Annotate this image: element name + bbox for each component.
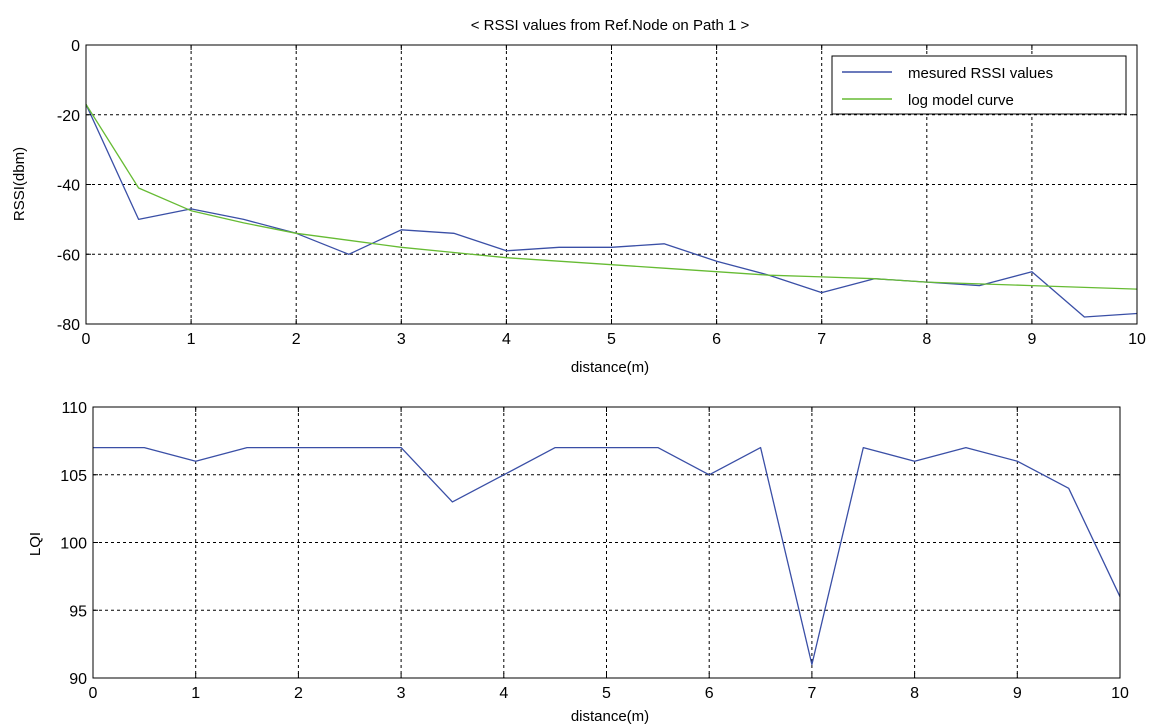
lqi-y-axis-label: LQI [27,532,44,556]
rssi-x-tick-label: 2 [292,331,301,348]
rssi-y-tick-label: -40 [57,178,80,195]
rssi-y-tick-label: -80 [57,317,80,334]
rssi-x-tick-label: 6 [712,331,721,348]
lqi-y-tick-label: 105 [60,468,87,485]
lqi-x-tick-label: 9 [1013,685,1022,702]
rssi-chart-title: < RSSI values from Ref.Node on Path 1 > [471,17,750,34]
rssi-y-tick-label: 0 [71,38,80,55]
lqi-x-tick-label: 7 [807,685,816,702]
rssi-series-line-0 [85,104,1138,318]
rssi-y-tick-label: -20 [57,108,80,125]
rssi-x-tick-label: 4 [502,331,511,348]
lqi-y-tick-label: 90 [69,671,87,688]
lqi-x-tick-label: 5 [602,685,611,702]
lqi-x-tick-label: 8 [910,685,919,702]
lqi-x-tick-label: 0 [89,685,98,702]
lqi-chart: 0 1 2 3 4 5 6 7 8 9 10 110 105 100 95 90 [60,400,1129,702]
rssi-legend: mesured RSSI values log model curve [831,55,1127,115]
lqi-y-tick-label: 100 [60,536,87,553]
lqi-y-tick-label: 110 [61,400,87,417]
legend-label-model: log model curve [908,92,1014,109]
legend-label-measured: mesured RSSI values [908,65,1053,82]
lqi-x-tick-label: 4 [499,685,508,702]
rssi-x-tick-label: 1 [187,331,196,348]
lqi-x-tick-label: 1 [191,685,200,702]
rssi-series-line-1 [85,103,1138,290]
lqi-y-tick-label: 95 [69,603,87,620]
rssi-y-axis-label: RSSI(dbm) [11,147,28,221]
rssi-chart: 0 1 2 3 4 5 6 7 8 9 10 0 -20 -40 -60 -80 [57,38,1146,348]
legend-box [831,55,1127,115]
rssi-x-axis-label: distance(m) [571,359,649,376]
rssi-y-tick-label: -60 [57,247,80,264]
rssi-x-tick-label: 5 [607,331,616,348]
rssi-x-tick-label: 9 [1027,331,1036,348]
rssi-x-tick-label: 3 [397,331,406,348]
lqi-x-tick-label: 2 [294,685,303,702]
lqi-x-tick-label: 10 [1111,685,1129,702]
lqi-x-tick-label: 3 [397,685,406,702]
rssi-x-tick-label: 10 [1128,331,1146,348]
lqi-x-axis-label: distance(m) [571,708,649,725]
lqi-series-line-0 [93,446,1121,666]
rssi-x-tick-label: 8 [922,331,931,348]
rssi-x-tick-label: 7 [817,331,826,348]
lqi-x-tick-label: 6 [705,685,714,702]
rssi-x-tick-label: 0 [82,331,91,348]
